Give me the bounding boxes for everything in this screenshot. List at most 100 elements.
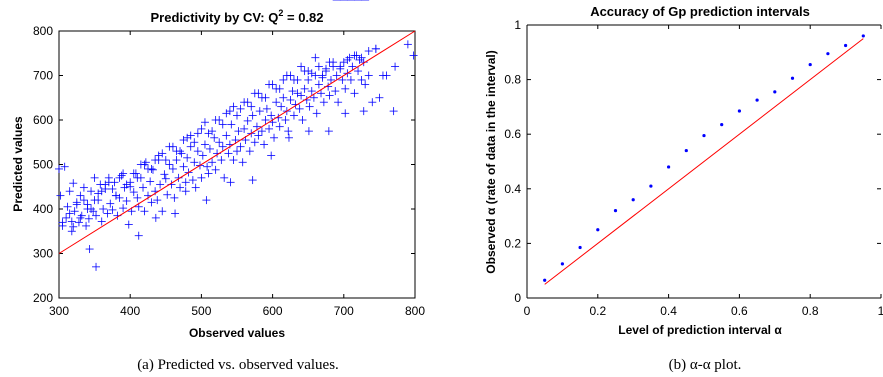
data-point bbox=[108, 205, 117, 214]
data-point bbox=[346, 75, 355, 84]
data-point bbox=[238, 158, 247, 167]
data-point bbox=[181, 187, 190, 196]
chart-a-xlabel: Observed values bbox=[189, 326, 285, 340]
data-point bbox=[200, 118, 209, 127]
chart-a-ylabel: Predicted values bbox=[11, 116, 25, 212]
data-point bbox=[101, 180, 110, 189]
y-tick-label: 0 bbox=[514, 291, 521, 305]
data-point bbox=[808, 62, 812, 67]
data-point bbox=[218, 142, 227, 151]
data-point bbox=[304, 75, 313, 84]
data-point bbox=[153, 196, 162, 205]
data-point bbox=[58, 218, 67, 227]
data-point bbox=[339, 58, 348, 67]
x-tick-label: 1 bbox=[878, 304, 883, 318]
data-point bbox=[284, 127, 293, 136]
data-point bbox=[191, 183, 200, 192]
data-point bbox=[183, 153, 192, 162]
chart-alpha-alpha: Accuracy of Gp prediction intervals Leve… bbox=[484, 4, 883, 337]
x-tick-label: 400 bbox=[120, 304, 140, 318]
data-point bbox=[354, 67, 363, 76]
data-point bbox=[104, 178, 113, 187]
data-point bbox=[170, 193, 179, 202]
x-tick-label: 700 bbox=[334, 304, 354, 318]
y-tick-label: 0.2 bbox=[504, 236, 521, 250]
data-point bbox=[129, 188, 138, 197]
data-point bbox=[211, 116, 220, 124]
data-point bbox=[84, 214, 93, 223]
data-point bbox=[124, 220, 133, 229]
data-point bbox=[272, 98, 281, 107]
data-point bbox=[262, 104, 271, 113]
data-point bbox=[289, 111, 298, 120]
data-point bbox=[282, 71, 291, 80]
data-point bbox=[133, 193, 142, 202]
data-point bbox=[111, 191, 120, 200]
x-tick-label: 0.8 bbox=[802, 304, 819, 318]
caption-a: (a) Predicted vs. observed values. bbox=[137, 357, 339, 373]
data-point bbox=[70, 207, 79, 216]
data-point bbox=[341, 109, 350, 118]
data-point bbox=[375, 93, 384, 102]
y-tick-label: 400 bbox=[33, 202, 53, 216]
data-point bbox=[140, 207, 149, 216]
data-point bbox=[295, 104, 304, 113]
data-point bbox=[83, 205, 92, 213]
chart-a-title: Predictivity by CV: Q2 = 0.82 bbox=[150, 8, 323, 25]
data-point bbox=[229, 156, 238, 165]
data-point bbox=[229, 102, 238, 111]
y-tick-label: 700 bbox=[33, 69, 53, 83]
y-tick-label: 0.8 bbox=[504, 73, 521, 87]
data-point bbox=[179, 136, 188, 145]
data-point bbox=[543, 278, 547, 282]
data-point bbox=[188, 176, 197, 185]
data-point bbox=[65, 187, 74, 196]
data-point bbox=[158, 207, 167, 216]
x-tick-label: 500 bbox=[191, 304, 211, 318]
data-point bbox=[307, 87, 316, 96]
data-point bbox=[684, 148, 688, 153]
data-point bbox=[361, 80, 370, 89]
chart-b-title: Accuracy of Gp prediction intervals bbox=[590, 4, 810, 19]
data-point bbox=[368, 98, 377, 107]
data-point bbox=[225, 107, 234, 116]
data-point bbox=[325, 91, 334, 100]
y-tick-label: 1 bbox=[514, 18, 521, 32]
data-point bbox=[350, 89, 359, 98]
data-point bbox=[103, 209, 112, 218]
data-point bbox=[92, 211, 101, 220]
data-point bbox=[378, 71, 387, 80]
data-point bbox=[134, 231, 143, 240]
x-tick-label: 800 bbox=[405, 304, 425, 318]
data-point bbox=[279, 93, 288, 102]
data-point bbox=[702, 133, 706, 138]
data-point bbox=[205, 144, 214, 153]
data-point bbox=[409, 51, 418, 60]
data-point bbox=[293, 89, 302, 98]
data-point bbox=[151, 156, 160, 165]
data-point bbox=[122, 180, 131, 189]
data-point bbox=[208, 127, 217, 136]
data-point bbox=[371, 44, 380, 53]
data-point bbox=[117, 171, 126, 180]
data-point bbox=[261, 116, 270, 124]
data-point bbox=[77, 211, 86, 220]
data-point bbox=[300, 84, 309, 93]
data-point bbox=[844, 43, 848, 48]
data-point bbox=[403, 40, 412, 49]
data-point bbox=[319, 98, 328, 107]
data-point bbox=[172, 156, 181, 165]
data-point bbox=[265, 124, 274, 133]
data-point bbox=[141, 158, 150, 167]
data-point bbox=[284, 133, 293, 142]
data-point bbox=[233, 111, 241, 120]
data-point bbox=[275, 84, 284, 93]
data-point bbox=[357, 75, 366, 84]
data-point bbox=[243, 116, 252, 125]
data-point bbox=[186, 131, 195, 140]
data-point bbox=[158, 149, 167, 158]
data-point bbox=[94, 189, 103, 198]
data-point bbox=[115, 193, 124, 202]
data-point bbox=[97, 187, 106, 196]
